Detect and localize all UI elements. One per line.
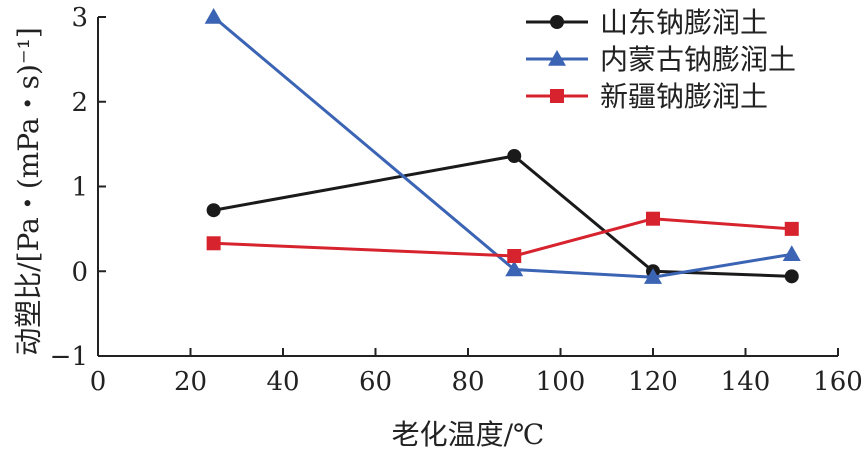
series-line	[213, 217, 792, 258]
legend-marker	[548, 50, 566, 66]
y-axis-label: 动塑比/[Pa・(mPa・s)⁻¹]	[12, 27, 45, 356]
series-2	[204, 8, 801, 284]
data-point	[206, 236, 221, 251]
x-tick-label: 100	[536, 367, 586, 397]
series-layer	[204, 8, 801, 284]
x-tick-label: 60	[359, 367, 392, 397]
data-point	[507, 148, 522, 163]
x-tick-label: 160	[813, 367, 863, 397]
y-tick-label: 3	[71, 3, 88, 33]
data-point	[784, 269, 799, 284]
x-tick-label: 20	[174, 367, 207, 397]
series-line	[212, 15, 792, 279]
legend-marker	[550, 15, 564, 29]
legend-item: 新疆钠膨润土	[526, 80, 768, 113]
data-point	[204, 8, 223, 24]
legend-label: 新疆钠膨润土	[600, 80, 768, 113]
data-point	[644, 268, 662, 284]
series-3	[206, 211, 799, 263]
legend-item: 山东钠膨润土	[526, 6, 768, 39]
series-line	[213, 154, 792, 278]
x-tick-label: 120	[628, 367, 678, 397]
data-point	[206, 203, 221, 218]
x-tick-label: 0	[90, 367, 107, 397]
x-axis-label: 老化温度/℃	[392, 418, 545, 449]
y-tick-label: −1	[50, 342, 88, 372]
legend-marker	[550, 89, 564, 103]
data-point	[784, 221, 799, 236]
x-tick-label: 40	[266, 367, 299, 397]
y-tick-label: 1	[71, 173, 88, 203]
x-tick-label: 80	[451, 367, 484, 397]
series-1	[206, 148, 799, 284]
legend-label: 山东钠膨润土	[600, 6, 768, 39]
legend-label: 内蒙古钠膨润土	[600, 43, 796, 76]
data-point	[507, 248, 522, 263]
data-point	[646, 211, 660, 226]
data-point	[782, 245, 801, 262]
y-tick-label: 0	[71, 257, 88, 287]
y-tick-label: 2	[71, 88, 88, 118]
x-tick-label: 140	[721, 367, 771, 397]
legend-item: 内蒙古钠膨润土	[526, 43, 796, 76]
data-point	[505, 260, 524, 277]
